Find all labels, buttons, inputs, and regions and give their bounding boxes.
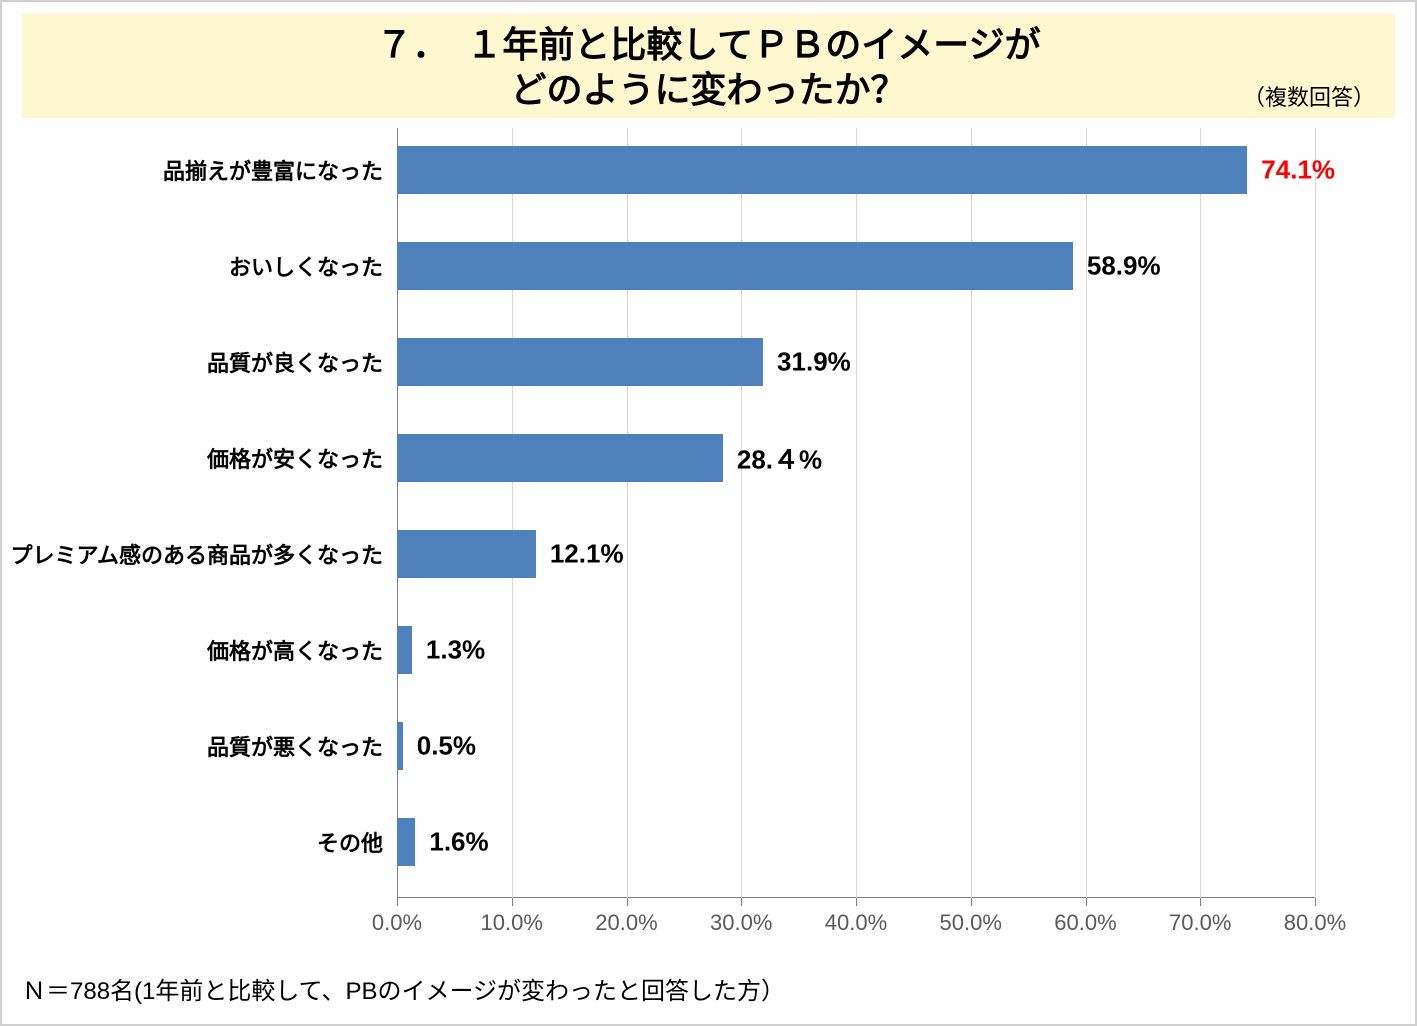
x-tick-label: 70.0% — [1169, 910, 1231, 936]
bar-value-label: 1.6% — [415, 827, 488, 858]
x-tick-label: 10.0% — [481, 910, 543, 936]
x-tick-label: 40.0% — [825, 910, 887, 936]
x-tick-label: 50.0% — [940, 910, 1002, 936]
bar-category-label: 価格が高くなった — [207, 634, 397, 666]
footnote: Ｎ＝788名(1年前と比較して、PBのイメージが変わったと回答した方） — [22, 971, 785, 1006]
x-tick-mark — [397, 898, 398, 906]
x-tick-mark — [1086, 898, 1087, 906]
x-tick-mark — [856, 898, 857, 906]
bar — [397, 818, 415, 866]
bar — [397, 530, 536, 578]
bar-value-label: 0.5% — [403, 731, 476, 762]
bar-row: 価格が安くなった28.４% — [397, 434, 1315, 482]
bar-row: その他1.6% — [397, 818, 1315, 866]
bar-category-label: おいしくなった — [229, 250, 397, 282]
bar-row: 品質が悪くなった0.5% — [397, 722, 1315, 770]
x-tick-mark — [512, 898, 513, 906]
subtitle-note: （複数回答） — [1243, 80, 1375, 112]
x-tick-mark — [1200, 898, 1201, 906]
x-tick-mark — [1315, 898, 1316, 906]
x-tick-label: 20.0% — [595, 910, 657, 936]
bar-value-label: 58.9% — [1073, 251, 1161, 282]
x-tick-label: 0.0% — [372, 910, 422, 936]
gridline — [1315, 128, 1316, 898]
x-tick-mark — [627, 898, 628, 906]
bar-category-label: プレミアム感のある商品が多くなった — [11, 538, 397, 570]
bar — [397, 626, 412, 674]
bar-value-label: 12.1% — [536, 539, 624, 570]
bar-category-label: 価格が安くなった — [207, 442, 397, 474]
x-tick-label: 30.0% — [710, 910, 772, 936]
x-tick-label: 80.0% — [1284, 910, 1346, 936]
bar — [397, 146, 1247, 194]
bar-row: 品揃えが豊富になった74.1% — [397, 146, 1315, 194]
bar — [397, 242, 1073, 290]
bar-category-label: 品質が良くなった — [207, 346, 397, 378]
bar — [397, 434, 723, 482]
bar-row: おいしくなった58.9% — [397, 242, 1315, 290]
bar — [397, 338, 763, 386]
bar-row: プレミアム感のある商品が多くなった12.1% — [397, 530, 1315, 578]
bar-row: 品質が良くなった31.9% — [397, 338, 1315, 386]
plot-region: 0.0%10.0%20.0%30.0%40.0%50.0%60.0%70.0%8… — [397, 128, 1315, 898]
bar-row: 価格が高くなった1.3% — [397, 626, 1315, 674]
bar-value-label: 74.1% — [1247, 155, 1335, 186]
chart-title: ７． １年前と比較してＰＢのイメージが どのように変わったか？ — [42, 22, 1375, 112]
bar-category-label: その他 — [317, 826, 397, 858]
bar-value-label: 31.9% — [763, 347, 851, 378]
x-tick-mark — [971, 898, 972, 906]
title-band: ７． １年前と比較してＰＢのイメージが どのように変わったか？ （複数回答） — [22, 14, 1395, 118]
chart-area: 0.0% 10.0% 20.0% 30.0% 40.0% 50.0% 60.0% 70.0% 8… — [42, 128, 1375, 948]
bar-category-label: 品質が悪くなった — [207, 730, 397, 762]
bar-value-label: 1.3% — [412, 635, 485, 666]
x-tick-mark — [741, 898, 742, 906]
bar-category-label: 品揃えが豊富になった — [163, 154, 397, 186]
x-tick-label: 60.0% — [1054, 910, 1116, 936]
bar-value-label: 28.４% — [723, 440, 822, 477]
